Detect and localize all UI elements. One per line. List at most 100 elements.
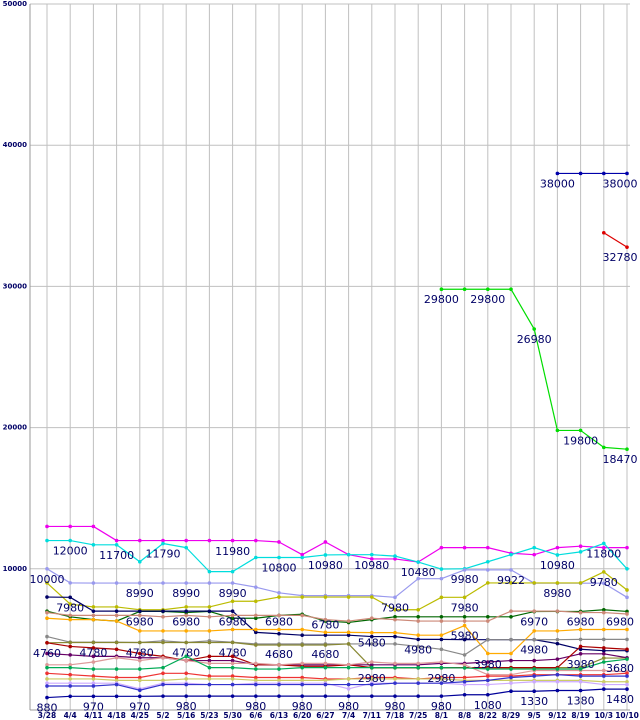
series-segment (487, 610, 512, 622)
series-segment (603, 609, 628, 613)
data-point (393, 642, 397, 646)
data-labels: 38000 38000 32780 29800 29800 26980 19800 18470… (30, 177, 638, 714)
data-point (45, 567, 49, 571)
series-segment (348, 661, 372, 666)
data-point (254, 678, 258, 683)
data-point (277, 667, 281, 671)
data-label: 26980 (517, 333, 552, 346)
data-point (138, 694, 142, 699)
series-segment (510, 674, 535, 677)
data-point (45, 677, 49, 681)
data-label: 1330 (520, 695, 548, 708)
data-point (254, 661, 258, 666)
data-label: 9922 (497, 574, 525, 587)
data-point (323, 643, 328, 647)
data-point (45, 640, 49, 645)
data-point (602, 607, 606, 612)
data-point (161, 538, 165, 543)
series-segment (46, 695, 71, 699)
data-point (254, 538, 258, 543)
data-point (555, 672, 560, 677)
series-segment (325, 662, 349, 666)
data-point (625, 612, 629, 616)
series-segment (580, 645, 604, 649)
data-point (370, 557, 374, 561)
data-point (393, 694, 397, 698)
x-tick-label: 6/6 (249, 711, 262, 720)
series-segment (93, 675, 117, 679)
data-point (393, 617, 397, 622)
series-segment (46, 672, 71, 676)
data-point (323, 678, 328, 683)
data-point (138, 581, 142, 585)
series-segment (510, 288, 535, 330)
data-point (486, 692, 490, 697)
data-point (68, 538, 72, 543)
data-label: 32780 (603, 251, 638, 264)
data-label: 19800 (563, 434, 598, 447)
data-point (114, 667, 119, 671)
data-point (578, 550, 583, 554)
data-point (114, 605, 119, 609)
data-point (578, 581, 583, 585)
data-point (138, 538, 142, 543)
data-point (184, 640, 188, 645)
series-segment (46, 617, 71, 621)
series-segment (464, 561, 488, 570)
data-point (486, 615, 490, 619)
data-point (578, 171, 583, 176)
data-point (323, 630, 328, 635)
data-point (416, 607, 421, 612)
data-point (509, 609, 513, 613)
data-point (230, 581, 235, 585)
data-label: 3680 (606, 662, 634, 675)
data-point (346, 694, 351, 698)
series-segment (394, 578, 419, 598)
data-point (184, 694, 188, 698)
data-point (346, 630, 351, 635)
data-point (138, 675, 142, 680)
data-point (462, 623, 467, 628)
y-tick-label: 10000 (3, 565, 27, 573)
data-point (184, 609, 188, 613)
data-label: 980 (431, 700, 452, 713)
x-tick-label: 9/12 (548, 711, 566, 720)
series-segment (580, 648, 604, 652)
data-point (138, 640, 142, 645)
series-16 (45, 655, 629, 677)
data-point (114, 609, 119, 613)
data-point (486, 667, 490, 671)
data-point (555, 553, 560, 557)
data-point (114, 694, 119, 699)
data-label: 29800 (424, 293, 459, 306)
data-point (509, 287, 513, 292)
series-segment (116, 682, 140, 690)
x-tick-label: 7/25 (409, 711, 427, 720)
data-point (230, 661, 235, 666)
data-point (602, 230, 606, 235)
data-point (138, 658, 142, 663)
data-label: 970 (129, 700, 150, 713)
data-point (277, 591, 281, 595)
series-segment (487, 554, 512, 563)
series-segment (70, 539, 94, 546)
series-segment (139, 672, 164, 679)
data-point (45, 681, 49, 685)
x-tick-label: 6/20 (293, 711, 311, 720)
data-point (416, 644, 421, 649)
data-point (68, 617, 72, 622)
data-point (439, 595, 444, 600)
data-point (439, 545, 444, 550)
data-label: 10980 (354, 559, 389, 572)
data-point (602, 445, 606, 450)
data-point (207, 682, 212, 687)
series-segment (302, 614, 326, 621)
data-point (91, 617, 96, 622)
series-segment (441, 661, 465, 666)
data-label: 8990 (219, 587, 247, 600)
data-point (323, 633, 328, 637)
data-point (370, 677, 374, 681)
series-segment (487, 547, 512, 554)
data-label: 6980 (172, 615, 200, 628)
